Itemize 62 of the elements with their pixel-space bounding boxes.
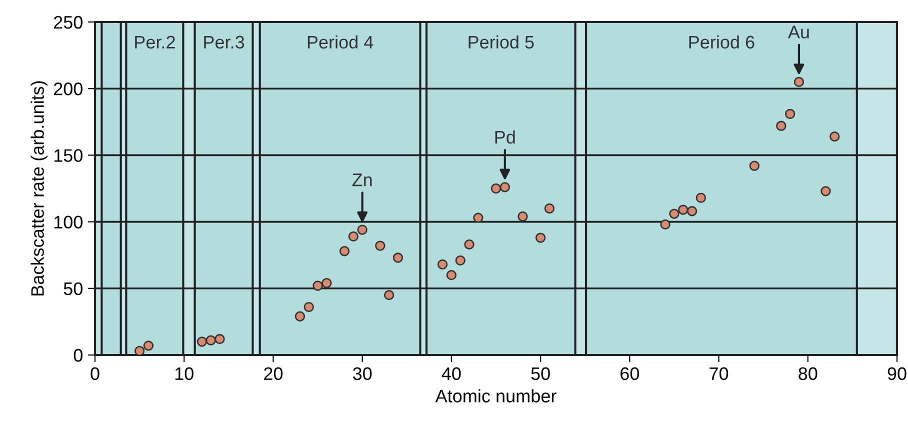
x-tick-label: 40 [442,367,461,380]
y-tick-label: 50 [64,282,82,296]
annotation: Au [788,26,809,38]
point [830,131,840,142]
point [357,224,368,235]
point [535,232,546,243]
x-axis-title: Atomic number [435,389,556,402]
point [749,160,760,171]
x-tick-label: 80 [798,367,818,380]
point [143,340,154,351]
point [312,280,323,291]
point [490,183,502,194]
y-tick-label: 200 [54,82,82,96]
annotation: Zn [352,174,372,186]
y-axis-title: Backscatter rate (arb.units) [30,81,48,296]
point [304,302,314,312]
point [339,246,350,256]
point [384,290,394,300]
point [294,311,306,322]
x-tick-label: 30 [352,367,372,380]
band-label: Period 4 [308,35,374,49]
point [322,278,332,288]
band-label: Period 5 [468,35,534,49]
point [206,335,216,346]
band-label: Per.2 [135,36,175,49]
y-tick-label: 150 [54,149,82,162]
point [375,240,386,251]
point [696,192,706,203]
point [196,336,208,347]
x-tick-label: 90 [888,367,906,380]
point [214,334,225,344]
y-tick-label: 0 [74,348,82,362]
point [134,346,145,355]
band-label: Per.3 [204,36,244,49]
point [437,259,448,270]
x-tick-label: 50 [531,367,550,380]
point [446,270,457,280]
x-tick-label: 70 [710,367,728,380]
x-tick-label: 60 [620,367,640,380]
point [784,108,796,119]
point [794,76,804,88]
point [820,186,831,196]
point [686,206,698,216]
band-label: Period 6 [689,35,754,49]
point [464,239,474,250]
x-tick-label: 20 [264,367,283,380]
point [392,252,404,263]
point [500,182,510,192]
point [776,120,786,131]
x-tick-label: 0 [90,367,100,380]
x-tick-label: 10 [175,367,194,380]
point [669,208,680,219]
annotation: Pd [495,130,515,144]
point [544,203,555,214]
point [473,212,484,223]
y-tick-label: 250 [54,16,82,29]
point [518,211,528,222]
point [660,219,670,230]
y-tick-label: 100 [54,216,82,229]
point [678,204,688,215]
point [455,255,466,266]
point [348,231,359,242]
